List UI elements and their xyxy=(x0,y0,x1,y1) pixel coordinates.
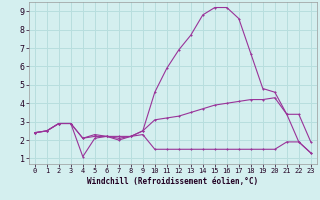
X-axis label: Windchill (Refroidissement éolien,°C): Windchill (Refroidissement éolien,°C) xyxy=(87,177,258,186)
